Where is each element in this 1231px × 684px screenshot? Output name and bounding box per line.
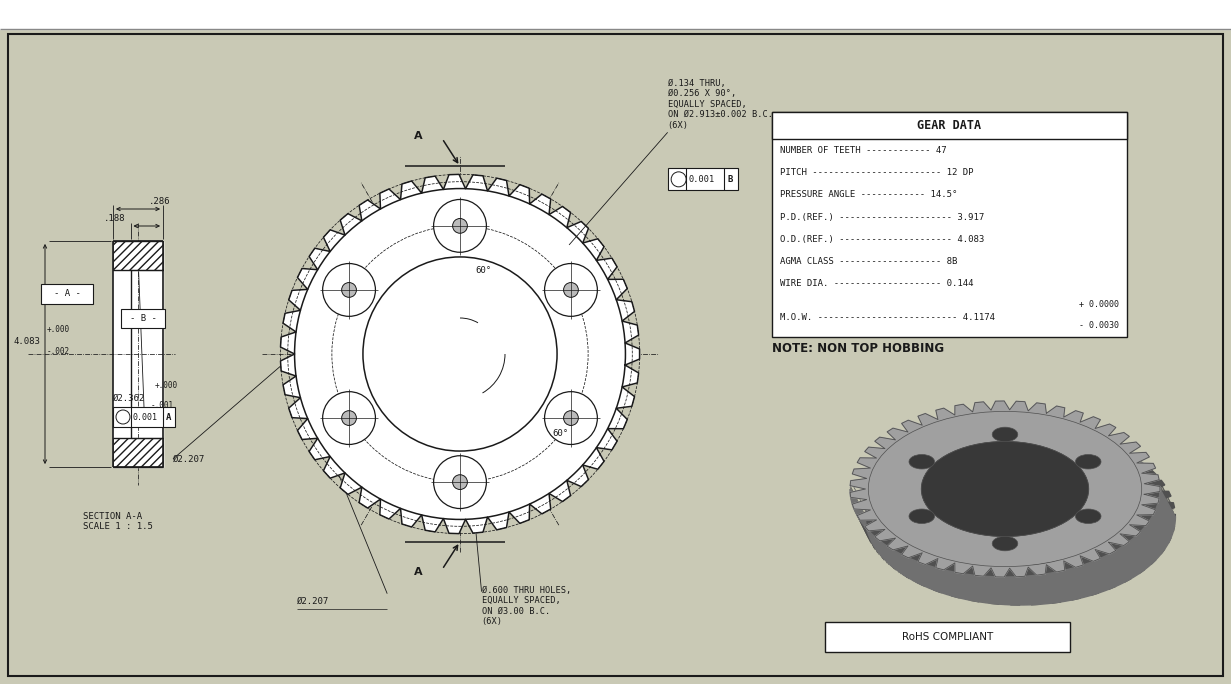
Text: AGMA CLASS ------------------- 8B: AGMA CLASS ------------------- 8B [780, 257, 958, 266]
Polygon shape [849, 489, 1176, 605]
Text: +.000: +.000 [47, 326, 70, 334]
Text: O.D.(REF.) --------------------- 4.083: O.D.(REF.) --------------------- 4.083 [780, 235, 985, 244]
Bar [113, 241, 162, 270]
Circle shape [433, 200, 486, 252]
Text: 0.001: 0.001 [133, 412, 158, 421]
Circle shape [453, 475, 468, 490]
Text: WIRE DIA. -------------------- 0.144: WIRE DIA. -------------------- 0.144 [780, 279, 974, 289]
Circle shape [544, 392, 597, 445]
Text: Ø2.207: Ø2.207 [297, 597, 330, 606]
Text: RoHS COMPLIANT: RoHS COMPLIANT [902, 632, 993, 642]
Text: P.D.(REF.) --------------------- 3.917: P.D.(REF.) --------------------- 3.917 [780, 213, 985, 222]
Ellipse shape [908, 509, 934, 523]
Text: 4.083: 4.083 [14, 337, 39, 347]
Ellipse shape [992, 428, 1018, 442]
Bar [667, 168, 737, 190]
Circle shape [453, 218, 468, 233]
Text: A: A [414, 131, 422, 142]
Text: + 0.0000: + 0.0000 [1080, 300, 1119, 308]
Text: GEAR DATA: GEAR DATA [917, 119, 981, 132]
Polygon shape [921, 481, 1104, 564]
Polygon shape [865, 429, 1176, 605]
Text: B: B [728, 175, 732, 184]
Ellipse shape [921, 441, 1088, 536]
Polygon shape [281, 174, 640, 534]
Text: - A -: - A - [54, 289, 80, 298]
Bar [772, 112, 1128, 139]
Text: +.000: +.000 [155, 380, 178, 389]
Text: .286: .286 [149, 198, 171, 207]
Text: Ø2.362: Ø2.362 [113, 393, 145, 402]
Text: - B -: - B - [129, 314, 156, 323]
Ellipse shape [992, 536, 1018, 551]
Text: Ø.134 THRU,
Ø0.256 X 90°,
EQUALLY SPACED,
ON Ø2.913±0.002 B.C.
(6X): Ø.134 THRU, Ø0.256 X 90°, EQUALLY SPACED… [667, 79, 773, 130]
Bar [121, 309, 165, 328]
Text: A: A [414, 566, 422, 577]
Text: M.O.W. -------------------------- 4.1174: M.O.W. -------------------------- 4.1174 [780, 313, 995, 321]
Text: 60°: 60° [553, 429, 569, 438]
Polygon shape [113, 241, 162, 270]
Text: A: A [166, 412, 171, 421]
Text: .188: .188 [103, 215, 126, 224]
Circle shape [323, 392, 375, 445]
Circle shape [342, 282, 357, 298]
Text: SECTION A-A
SCALE 1 : 1.5: SECTION A-A SCALE 1 : 1.5 [82, 512, 153, 531]
Bar [41, 284, 94, 304]
Circle shape [342, 410, 357, 425]
Circle shape [323, 263, 375, 316]
Circle shape [564, 282, 579, 298]
Text: Ø2.207: Ø2.207 [174, 454, 206, 464]
Text: Ø.600 THRU HOLES,
EQUALLY SPACED,
ON Ø3.00 B.C.
(6X): Ø.600 THRU HOLES, EQUALLY SPACED, ON Ø3.… [481, 586, 571, 626]
Ellipse shape [921, 441, 1088, 536]
Text: -.002: -.002 [47, 347, 70, 356]
Bar [113, 438, 162, 467]
Text: -.001: -.001 [151, 402, 174, 410]
Polygon shape [937, 469, 1104, 564]
Ellipse shape [908, 454, 934, 469]
Ellipse shape [1076, 454, 1101, 469]
Bar [825, 622, 1070, 652]
Bar [772, 112, 1128, 337]
Text: 60°: 60° [475, 266, 491, 275]
Text: PRESSURE ANGLE ------------ 14.5°: PRESSURE ANGLE ------------ 14.5° [780, 190, 958, 199]
Text: NUMBER OF TEETH ------------ 47: NUMBER OF TEETH ------------ 47 [780, 146, 947, 155]
Polygon shape [113, 438, 162, 467]
Bar [113, 407, 175, 427]
Text: NOTE: NON TOP HOBBING: NOTE: NON TOP HOBBING [772, 343, 944, 356]
Circle shape [433, 456, 486, 508]
Text: 0.001: 0.001 [688, 175, 715, 184]
Circle shape [544, 263, 597, 316]
Polygon shape [113, 241, 162, 467]
Ellipse shape [1076, 509, 1101, 523]
Polygon shape [851, 401, 1160, 577]
Text: PITCH ------------------------ 12 DP: PITCH ------------------------ 12 DP [780, 168, 974, 177]
Ellipse shape [868, 411, 1141, 566]
Circle shape [564, 410, 579, 425]
Circle shape [363, 257, 558, 451]
Text: - 0.0030: - 0.0030 [1080, 321, 1119, 330]
